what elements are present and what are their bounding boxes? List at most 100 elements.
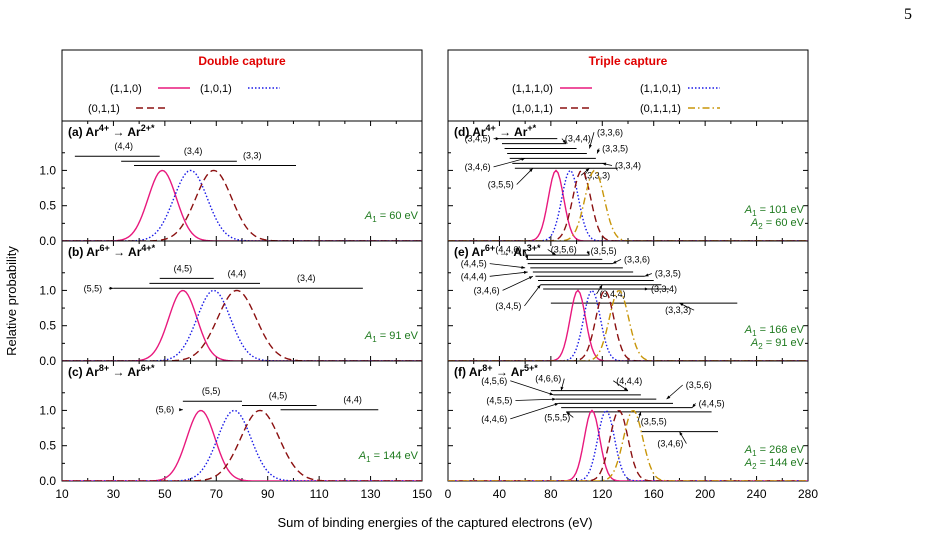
- y-tick-label: 0.0: [39, 234, 56, 248]
- callout-label: (3,4,6): [474, 285, 500, 295]
- callout-label: (3,3,5): [655, 268, 681, 278]
- callout-arrowhead: [588, 144, 592, 149]
- callout-arrowhead: [521, 157, 526, 161]
- callout-arrowhead: [521, 265, 526, 269]
- callout-label: (3,5,6): [686, 380, 712, 390]
- callout-arrowhead: [495, 137, 500, 141]
- callout-arrowhead: [679, 431, 683, 436]
- threshold-label: A1 = 144 eV: [358, 450, 419, 464]
- series-curve: [62, 289, 422, 361]
- callout-label: (4,5,6): [481, 376, 507, 386]
- panel-title: (d) Ar4+ → Ar+*: [454, 123, 537, 139]
- callout-label: (3,4,4): [600, 289, 626, 299]
- threshold-label: A2 = 144 eV: [744, 457, 805, 471]
- series-curve: [448, 409, 808, 481]
- x-tick-label: 110: [310, 487, 329, 501]
- energy-range-label: (4,4): [114, 141, 133, 151]
- legend-label: (1,0,1): [200, 83, 232, 95]
- legend-label: (1,1,0): [110, 83, 142, 95]
- callout-label: (4,4,5): [461, 259, 487, 269]
- energy-range-label: (4,5): [269, 390, 288, 400]
- y-tick-label: 1.0: [39, 283, 56, 297]
- energy-range-label: (3,3): [243, 150, 262, 160]
- callout-arrowhead: [599, 284, 603, 289]
- x-tick-label: 130: [361, 487, 381, 501]
- y-tick-label: 0.5: [39, 319, 56, 333]
- callout-arrowhead: [523, 270, 528, 275]
- callout-label: (3,4,5): [465, 134, 491, 144]
- page-number: 5: [904, 6, 912, 23]
- panel-c: 0.0 0.5 1.0 (c) Ar8+ → Ar6+* A1 = 144 eV (5,5…: [39, 360, 423, 488]
- x-tick-label: 80: [544, 487, 558, 501]
- x-tick-label: 240: [747, 487, 767, 501]
- panel-title: (a) Ar4+ → Ar2+*: [68, 123, 155, 139]
- series-curve: [62, 409, 422, 481]
- x-tick-label: 120: [592, 487, 612, 501]
- legend-label: (1,1,0,1): [640, 83, 681, 95]
- callout-label: (3,4,5): [495, 301, 521, 311]
- x-tick-label: 200: [695, 487, 715, 501]
- callout-arrowhead: [597, 149, 600, 154]
- callout-label: (4,5,5): [486, 396, 512, 406]
- energy-range-label: (4,4): [343, 395, 362, 405]
- callout-label: (4,4,4): [461, 271, 487, 281]
- callout-label: (3,3,5): [602, 144, 628, 154]
- threshold-label: A1 = 268 eV: [744, 444, 805, 458]
- legend-label: (1,1,1,0): [512, 83, 553, 95]
- callout-label: (3,3,3): [665, 305, 691, 315]
- callout-arrowhead: [602, 162, 607, 166]
- energy-range-label: (3,4): [184, 146, 203, 156]
- callout-label: (4,4,6): [481, 414, 507, 424]
- callout-label: (3,3,4): [615, 160, 641, 170]
- threshold-label: A1 = 91 eV: [364, 330, 419, 344]
- x-tick-label: 70: [210, 487, 224, 501]
- callout-arrowhead: [560, 386, 564, 391]
- callout-label: (3,5,6): [551, 244, 577, 254]
- series-curve: [448, 289, 808, 361]
- x-tick-label: 50: [158, 487, 172, 501]
- panel-b: 0.0 0.5 1.0 (b) Ar6+ → Ar4+* A1 = 91 eV (3,4)…: [39, 240, 423, 368]
- callout-label: (3,3,4): [651, 284, 677, 294]
- y-tick-label: 1.0: [39, 403, 56, 417]
- callout-arrowhead: [679, 303, 684, 307]
- callout-arrow: [510, 380, 554, 396]
- callout-arrowhead: [566, 411, 571, 416]
- callout-label: (4,6,6): [535, 374, 561, 384]
- callout-arrowhead: [529, 168, 533, 173]
- x-tick-label: 0: [445, 487, 452, 501]
- callout-arrowhead: [552, 251, 556, 256]
- x-tick-label: 40: [493, 487, 507, 501]
- callout-arrow: [515, 398, 557, 401]
- energy-range-label: (3,4): [297, 273, 316, 283]
- series-curve: [62, 169, 422, 241]
- callout-label: (3,4,4): [565, 134, 591, 144]
- callout-arrowhead: [537, 284, 541, 289]
- callout-arrowhead: [638, 411, 642, 416]
- column-double: Double capture(1,1,0) (1,0,1)(0,1,1)0.00.…: [39, 49, 432, 501]
- panel-title: (c) Ar8+ → Ar6+*: [68, 363, 155, 379]
- x-tick-label: 10: [55, 487, 69, 501]
- series-curve: [62, 409, 422, 481]
- legend-label: (0,1,1,1): [640, 103, 681, 115]
- series-curve: [448, 290, 808, 361]
- y-tick-label: 0.5: [39, 199, 56, 213]
- callout-arrowhead: [692, 403, 696, 408]
- panel-frame: [61, 120, 423, 242]
- callout-label: (4,4,5): [699, 398, 725, 408]
- callout-arrowhead: [562, 139, 567, 144]
- threshold-label: A1 = 101 eV: [744, 204, 805, 218]
- callout-label: (3,4,6): [465, 162, 491, 172]
- series-curve: [62, 169, 422, 241]
- threshold-label: A1 = 60 eV: [364, 210, 419, 224]
- x-axis-label: Sum of binding energies of the captured …: [277, 515, 592, 530]
- callout-label: (5,6): [156, 405, 175, 415]
- callout-arrowhead: [109, 286, 114, 290]
- panel-title: (b) Ar6+ → Ar4+*: [68, 243, 156, 259]
- callout-arrowhead: [612, 260, 617, 264]
- column-header: Triple capture: [589, 54, 668, 68]
- callout-arrowhead: [528, 276, 533, 280]
- y-axis-label: Relative probability: [4, 246, 19, 356]
